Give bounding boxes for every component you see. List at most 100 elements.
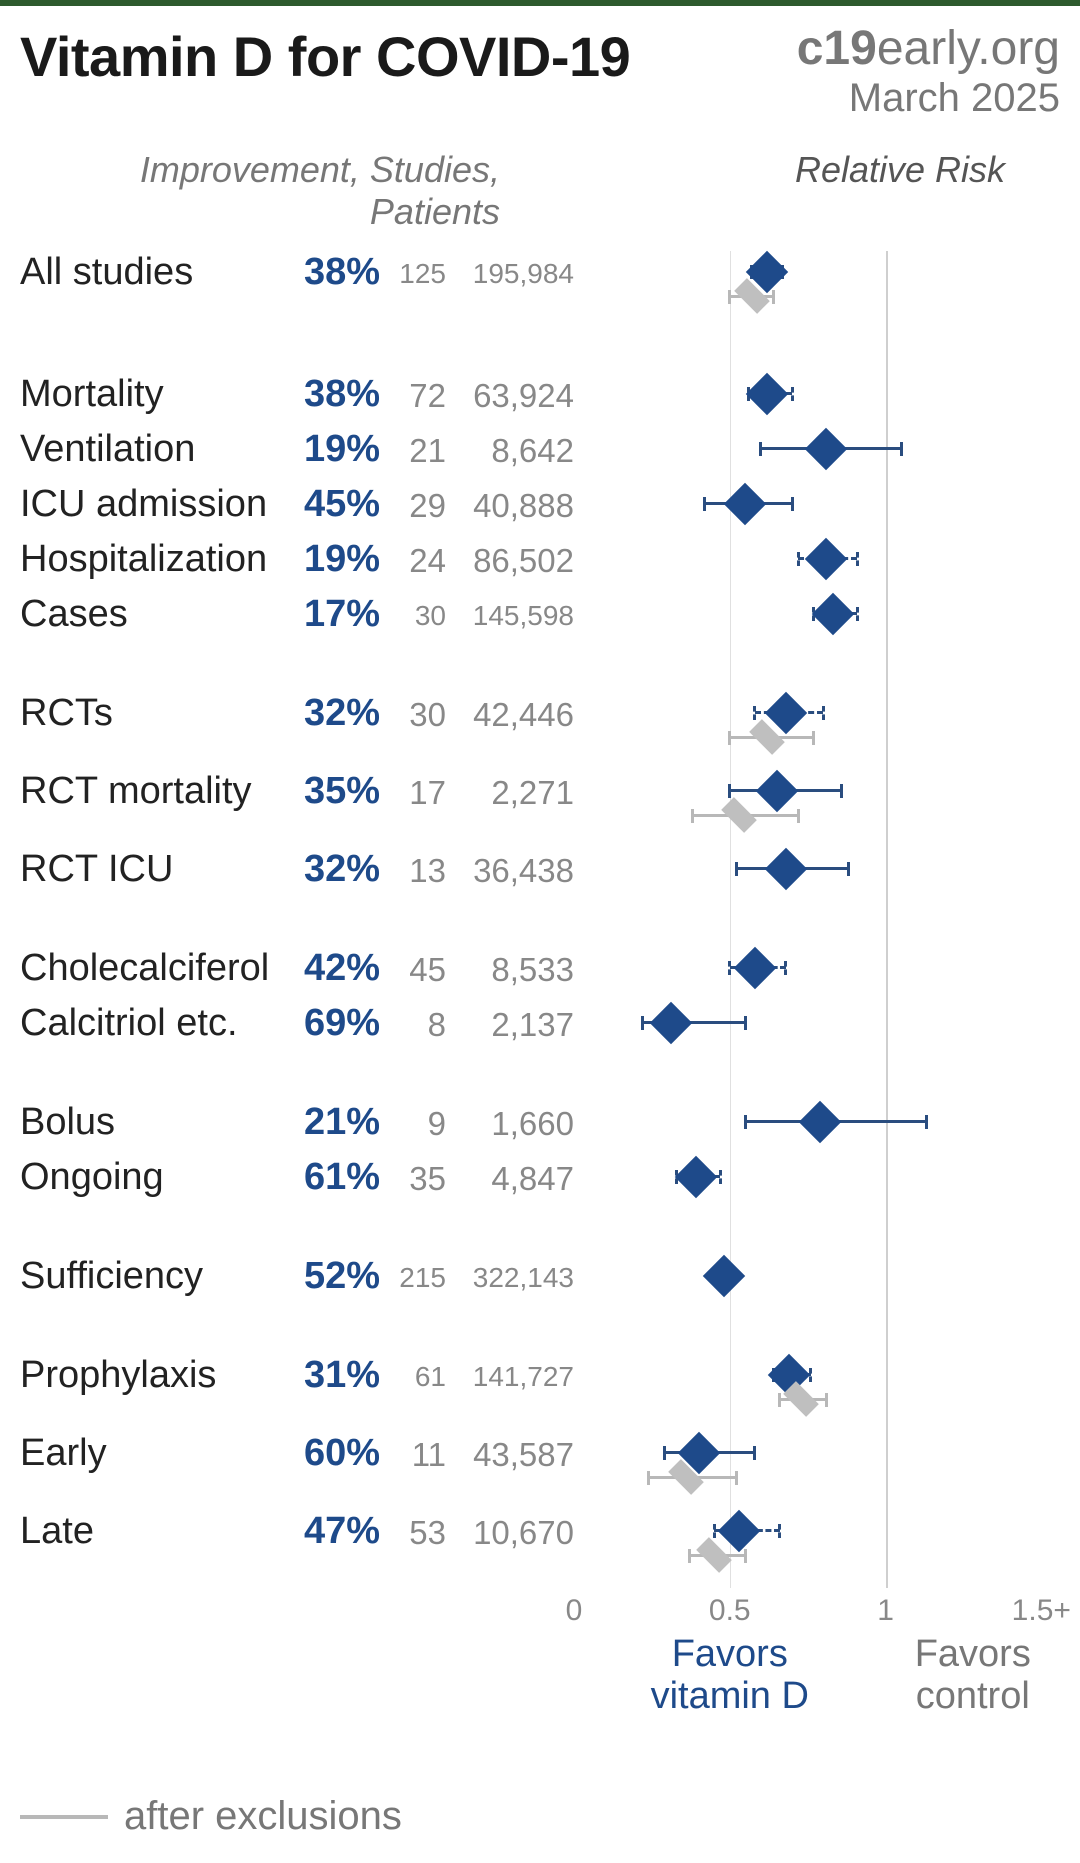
row-plot [574, 538, 1060, 593]
point-estimate-diamond [674, 1156, 716, 1198]
row-plot [574, 1510, 1060, 1588]
ci-cap [728, 961, 731, 975]
footnote-text: after exclusions [124, 1794, 402, 1838]
forest-row: Sufficiency52%215322,143 [20, 1255, 1060, 1310]
row-improvement: 38% [270, 373, 380, 416]
forest-row: Cases17%30145,598 [20, 593, 1060, 648]
ci-cap [791, 387, 794, 401]
brand-rest: early.org [877, 22, 1060, 75]
ci-cap [744, 1115, 747, 1129]
row-patients: 322,143 [446, 1255, 574, 1294]
row-plot [574, 1354, 1060, 1432]
ci-cap [925, 1115, 928, 1129]
ci-cap-exclusion [825, 1393, 828, 1407]
ci-cap [797, 552, 800, 566]
point-estimate-diamond [649, 1002, 691, 1044]
row-patients: 36,438 [446, 848, 574, 890]
point-estimate-diamond [733, 947, 775, 989]
ci-cap [847, 862, 850, 876]
row-patients: 2,271 [446, 770, 574, 812]
row-plot [574, 947, 1060, 1002]
forest-row: RCT mortality35%172,271 [20, 770, 1060, 848]
row-label: Cholecalciferol [20, 947, 270, 990]
row-plot [574, 1255, 1060, 1310]
row-patients: 86,502 [446, 538, 574, 580]
row-studies: 17 [380, 770, 446, 812]
forest-row: Prophylaxis31%61141,727 [20, 1354, 1060, 1432]
ci-cap-exclusion [744, 1549, 747, 1563]
ci-cap-exclusion [797, 809, 800, 823]
forest-row: Ongoing61%354,847 [20, 1156, 1060, 1211]
point-estimate-diamond [811, 593, 853, 635]
row-label: RCTs [20, 692, 270, 735]
forest-row: Early60%1143,587 [20, 1432, 1060, 1510]
row-patients: 40,888 [446, 483, 574, 525]
page-title: Vitamin D for COVID-19 [20, 24, 630, 89]
row-improvement: 17% [270, 593, 380, 636]
row-label: Early [20, 1432, 270, 1475]
row-improvement: 69% [270, 1002, 380, 1045]
row-label: Cases [20, 593, 270, 636]
ci-cap [900, 442, 903, 456]
row-improvement: 38% [270, 251, 380, 294]
row-patients: 2,137 [446, 1002, 574, 1044]
ci-cap-exclusion [688, 1549, 691, 1563]
ci-cap-exclusion [728, 731, 731, 745]
point-estimate-diamond [724, 483, 766, 525]
row-patients: 43,587 [446, 1432, 574, 1474]
row-patients: 63,924 [446, 373, 574, 415]
row-plot [574, 1432, 1060, 1510]
ci-cap [822, 706, 825, 720]
ci-cap [753, 1446, 756, 1460]
forest-row: Hospitalization19%2486,502 [20, 538, 1060, 593]
ci-cap-exclusion [691, 809, 694, 823]
ci-cap-exclusion [772, 290, 775, 304]
ci-cap [713, 1524, 716, 1538]
ci-cap [744, 1016, 747, 1030]
row-label: Hospitalization [20, 538, 270, 581]
ci-cap-exclusion [735, 1471, 738, 1485]
brand-date: March 2025 [797, 76, 1060, 121]
favors-control-label: Favorscontrol [915, 1634, 1031, 1718]
ci-cap [663, 1446, 666, 1460]
row-label: Calcitriol etc. [20, 1002, 270, 1045]
ci-cap [784, 961, 787, 975]
row-patients: 195,984 [446, 251, 574, 290]
brand-box: c19early.org March 2025 [797, 24, 1060, 121]
footnote: after exclusions [20, 1792, 402, 1839]
point-estimate-diamond [805, 428, 847, 470]
point-estimate-diamond [702, 1255, 744, 1297]
row-label: Ongoing [20, 1156, 270, 1199]
row-plot [574, 770, 1060, 848]
forest-row: ICU admission45%2940,888 [20, 483, 1060, 538]
row-plot [574, 593, 1060, 648]
subheader-right: Relative Risk [500, 149, 1060, 191]
forest-row: Ventilation19%218,642 [20, 428, 1060, 483]
row-plot [574, 251, 1060, 329]
ci-cap [759, 442, 762, 456]
row-studies: 21 [380, 428, 446, 470]
point-estimate-diamond-exclusion [696, 1538, 732, 1574]
row-label: RCT mortality [20, 770, 270, 813]
subheader: Improvement, Studies, Patients Relative … [20, 149, 1060, 233]
row-studies: 45 [380, 947, 446, 989]
row-plot [574, 1156, 1060, 1211]
row-studies: 72 [380, 373, 446, 415]
row-plot [574, 428, 1060, 483]
header: Vitamin D for COVID-19 c19early.org Marc… [20, 24, 1060, 121]
row-studies: 125 [380, 251, 446, 290]
row-studies: 13 [380, 848, 446, 890]
x-tick-label: 0 [566, 1594, 583, 1628]
ci-cap-exclusion [778, 1393, 781, 1407]
ci-cap [840, 784, 843, 798]
row-studies: 61 [380, 1354, 446, 1393]
row-plot [574, 373, 1060, 428]
brand-bold: c19 [797, 22, 877, 75]
forest-row: All studies38%125195,984 [20, 251, 1060, 329]
row-patients: 8,533 [446, 947, 574, 989]
point-estimate-diamond [718, 1510, 760, 1552]
row-label: RCT ICU [20, 848, 270, 891]
forest-row: Bolus21%91,660 [20, 1101, 1060, 1156]
row-studies: 35 [380, 1156, 446, 1198]
point-estimate-diamond [746, 373, 788, 415]
